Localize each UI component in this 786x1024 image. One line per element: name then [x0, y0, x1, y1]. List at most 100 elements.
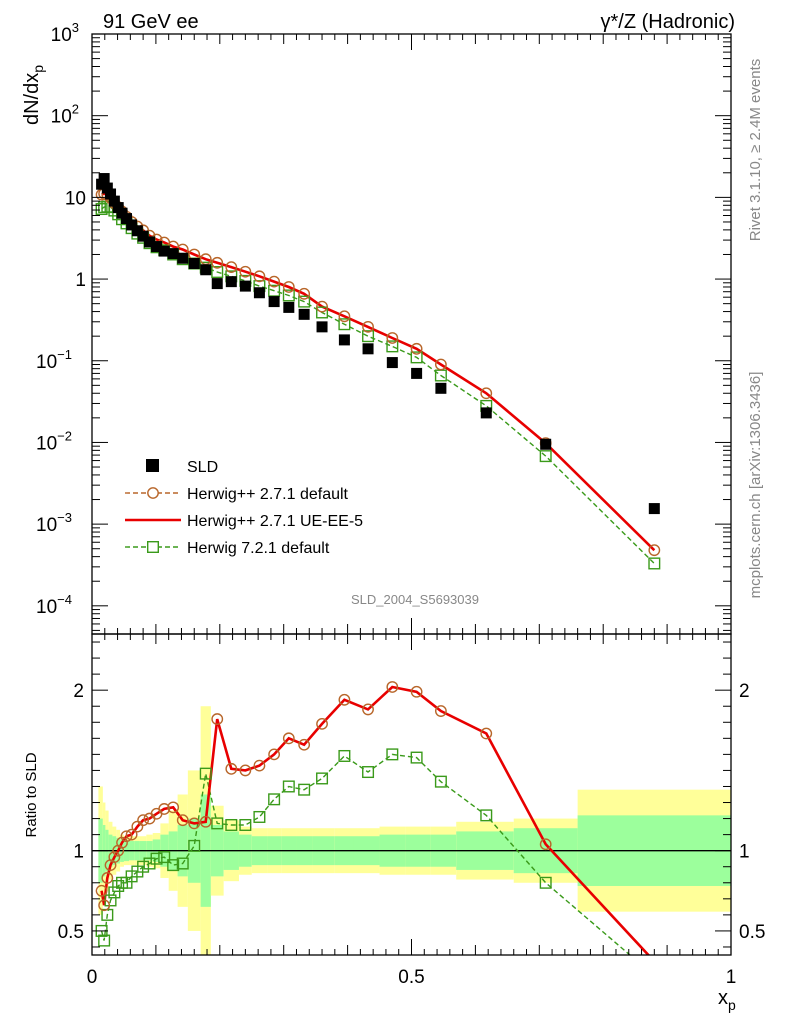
main-point-herwig271-default [316, 300, 328, 313]
main-point-herwig721 [298, 295, 311, 308]
legend-entry: Herwig++ 2.7.1 UE-EE-5 [125, 513, 363, 530]
ratio-point-herwig721 [338, 749, 351, 762]
main-point-sld [121, 213, 133, 225]
main-point-herwig721 [362, 330, 375, 343]
ratio-point-herwig271-default [167, 801, 180, 814]
main-point-sld [98, 173, 110, 185]
legend-marker-sld [146, 459, 159, 472]
mcplots-label: mcplots.cern.ch [arXiv:1306.3436] [747, 372, 764, 599]
main-point-herwig721 [211, 266, 224, 279]
legend-entry: SLD [146, 459, 218, 476]
legend-marker-herwig271-default [147, 487, 159, 499]
ratio-x-tick-label: 0.5 [398, 967, 424, 988]
ratio-point-herwig271-default [253, 759, 266, 772]
ratio-point-herwig271-default [211, 713, 224, 725]
main-point-sld [158, 245, 170, 257]
ratio-point-herwig721 [386, 748, 399, 761]
legend-label: Herwig 7.2.1 default [187, 540, 330, 557]
legend-label: Herwig++ 2.7.1 default [187, 486, 349, 503]
ratio-point-herwig271-default [108, 851, 121, 863]
legend-label: Herwig++ 2.7.1 UE-EE-5 [187, 513, 363, 530]
main-point-sld [177, 252, 189, 264]
main-point-sld [101, 182, 113, 194]
rivet-label: Rivet 3.1.10, ≥ 2.4M events [747, 59, 764, 242]
ratio-point-herwig721 [188, 839, 201, 852]
header-left: 91 GeV ee [103, 11, 199, 33]
main-point-herwig271-default [282, 281, 295, 293]
ratio-x-tick-label: 0 [87, 967, 98, 988]
main-point-herwig721 [316, 306, 329, 319]
ratio-point-herwig271-default [137, 814, 150, 827]
ratio-point-herwig721 [199, 767, 212, 780]
main-point-sld [362, 343, 374, 355]
main-point-sld [298, 308, 310, 320]
ratio-point-herwig271-default [199, 815, 212, 828]
main-point-sld [268, 296, 280, 308]
ratio-point-herwig271-default [338, 693, 351, 706]
svg-text:dN/dxp: dN/dxp [21, 65, 46, 125]
main-point-sld [386, 357, 398, 369]
ratio-point-herwig721 [480, 809, 493, 822]
ratio-point-herwig271-default [120, 830, 133, 843]
ratio-point-herwig271-default [95, 884, 108, 897]
main-point-sld [253, 287, 265, 299]
ratio-point-herwig721 [362, 766, 375, 779]
ratio-point-herwig271-default [316, 717, 328, 730]
main-point-herwig271-default [480, 387, 493, 400]
ratio-point-herwig721 [268, 793, 281, 806]
main-point-sld [112, 202, 124, 214]
main-point-sld [211, 278, 223, 290]
ratio-y-tick-label-right: 0.5 [739, 922, 765, 943]
main-point-herwig271-default [211, 256, 224, 269]
ratio-point-herwig721 [225, 818, 238, 831]
main-point-herwig721 [648, 557, 661, 570]
main-point-sld [338, 334, 350, 346]
main-point-sld [126, 219, 138, 231]
ratio-point-herwig721 [434, 775, 447, 788]
ratio-point-herwig721 [282, 780, 295, 793]
main-point-herwig271-default [298, 287, 311, 300]
main-point-herwig271-default [410, 342, 423, 355]
main-y-tick-label: 10−2 [36, 428, 72, 454]
main-point-sld [108, 195, 120, 207]
ratio-point-herwig721 [137, 860, 150, 873]
ratio-point-herwig721 [98, 934, 111, 947]
main-point-herwig271-default [225, 261, 238, 274]
ratio-point-herwig271-default [158, 803, 171, 815]
ratio-point-herwig271-default [298, 738, 311, 751]
ratio-point-herwig271-default [434, 705, 447, 717]
main-y-tick-label: 10−1 [36, 347, 72, 373]
main-point-herwig271-default [434, 358, 447, 371]
ratio-y-tick-label-left: 2 [73, 681, 84, 702]
ratio-point-herwig271-default [125, 828, 138, 841]
ratio-point-herwig721 [539, 876, 552, 889]
main-point-sld [540, 438, 552, 450]
ratio-y-tick-label-right: 2 [739, 681, 750, 702]
ratio-point-herwig721 [167, 859, 180, 872]
main-point-sld [131, 225, 143, 237]
main-y-tick-label: 10−3 [36, 510, 72, 536]
ratio-point-herwig271-default [188, 817, 201, 830]
main-point-herwig721 [268, 284, 281, 297]
main-line-herwig271-ueee5 [101, 192, 656, 552]
ratio-point-herwig721 [176, 857, 189, 870]
main-point-sld [137, 230, 149, 242]
ratio-point-herwig721 [253, 810, 266, 823]
ratio-point-herwig271-default [539, 838, 552, 851]
ratio-y-tick-label-left: 0.5 [58, 922, 84, 943]
main-point-sld [435, 382, 447, 394]
ratio-point-herwig271-default [98, 899, 111, 912]
main-point-sld [648, 503, 660, 515]
ratio-point-herwig271-default [386, 681, 399, 693]
ratio-point-herwig271-default [268, 748, 281, 761]
main-ylabel: dN/dxp [21, 65, 46, 125]
ratio-y-tick-label-left: 1 [73, 842, 84, 863]
main-point-sld [411, 367, 423, 379]
main-point-herwig271-default [268, 275, 281, 288]
main-point-sld [96, 178, 108, 190]
ratio-point-herwig721 [298, 783, 311, 796]
main-point-herwig271-default [338, 310, 351, 323]
ratio-point-herwig721 [158, 851, 171, 864]
ratio-point-herwig721 [108, 886, 121, 899]
ratio-point-herwig721 [239, 818, 252, 831]
